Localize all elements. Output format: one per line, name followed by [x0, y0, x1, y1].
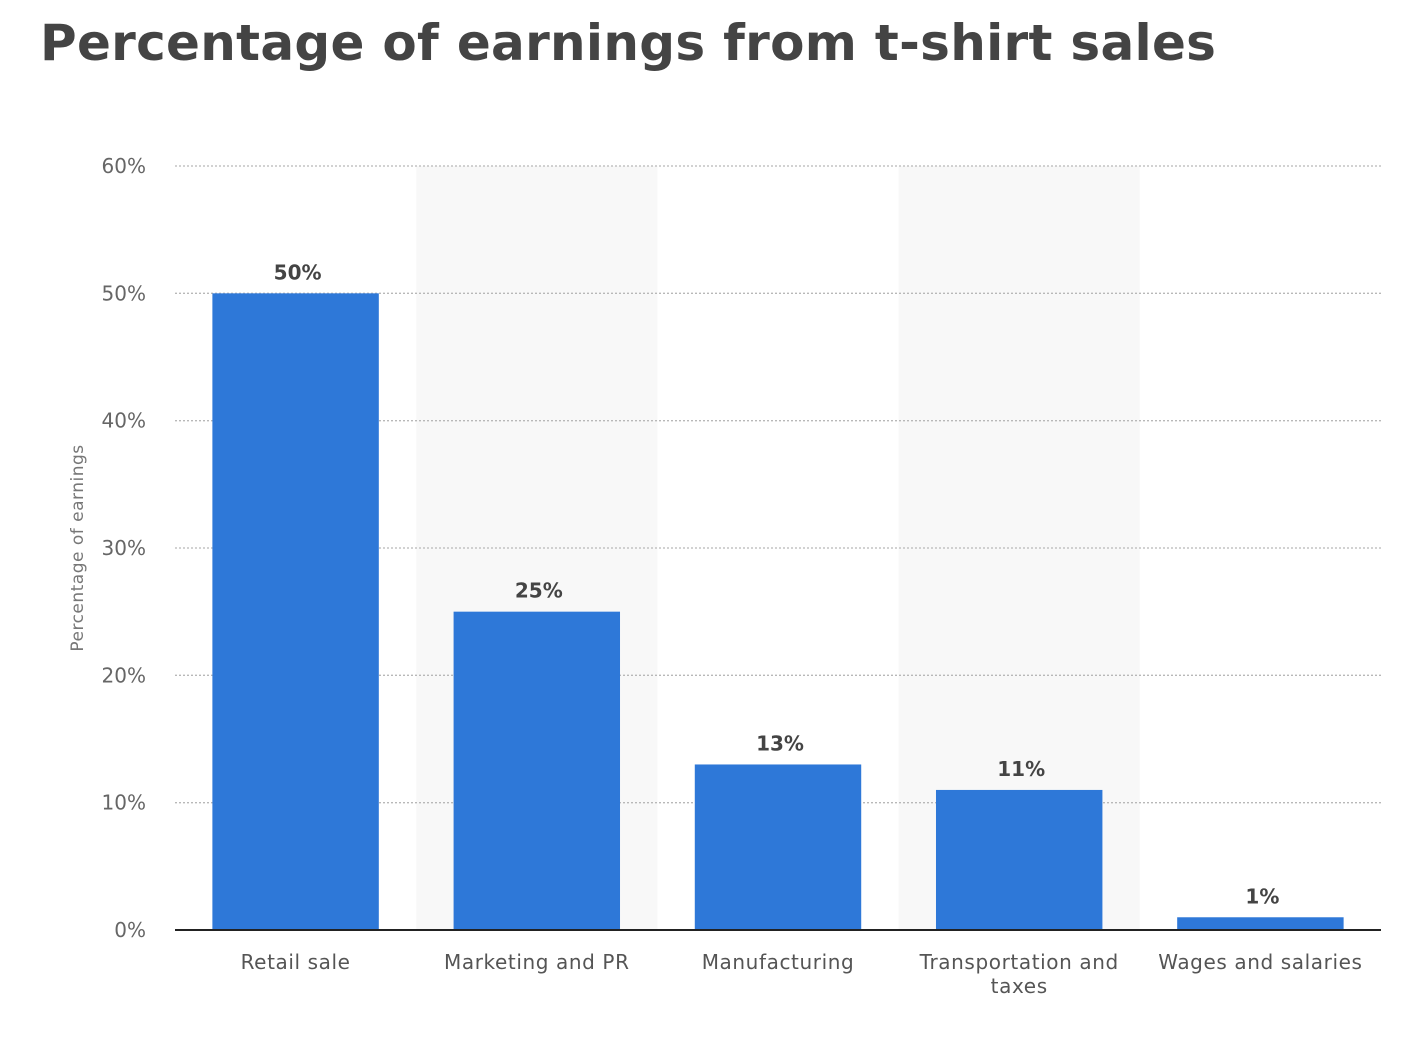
data-label: 1% — [1245, 884, 1279, 908]
y-tick-label: 10% — [102, 791, 146, 815]
chart-title: Percentage of earnings from t-shirt sale… — [40, 14, 1217, 72]
y-tick-label: 0% — [114, 918, 146, 942]
data-label: 13% — [756, 731, 804, 755]
bars — [212, 293, 1344, 930]
y-tick-label: 40% — [102, 409, 146, 433]
data-labels: 50% 25% 13% 11% 1% — [274, 260, 1280, 908]
y-tick-label: 50% — [102, 281, 146, 305]
bar[interactable] — [1177, 917, 1344, 930]
bar[interactable] — [694, 764, 862, 930]
y-tick-label: 30% — [102, 536, 146, 560]
bar[interactable] — [453, 611, 621, 930]
y-axis-title: Percentage of earnings — [68, 444, 88, 651]
bar[interactable] — [212, 293, 379, 930]
x-axis-labels: Retail sale Marketing and PR Manufacturing… — [241, 950, 1362, 998]
y-axis-ticks: 0% 10% 20% 30% 40% 50% 60% — [102, 154, 146, 942]
x-tick-label: Transportation and taxes — [919, 950, 1119, 998]
x-tick-label: Manufacturing — [702, 950, 855, 974]
data-label: 50% — [274, 260, 322, 284]
data-label: 25% — [515, 579, 563, 603]
x-tick-label: Marketing and PR — [444, 950, 630, 974]
y-tick-label: 20% — [102, 663, 146, 687]
data-label: 11% — [997, 757, 1045, 781]
x-tick-label: Retail sale — [241, 950, 351, 974]
x-tick-label: Wages and salaries — [1158, 950, 1362, 974]
bar[interactable] — [935, 789, 1103, 930]
y-tick-label: 60% — [102, 154, 146, 178]
